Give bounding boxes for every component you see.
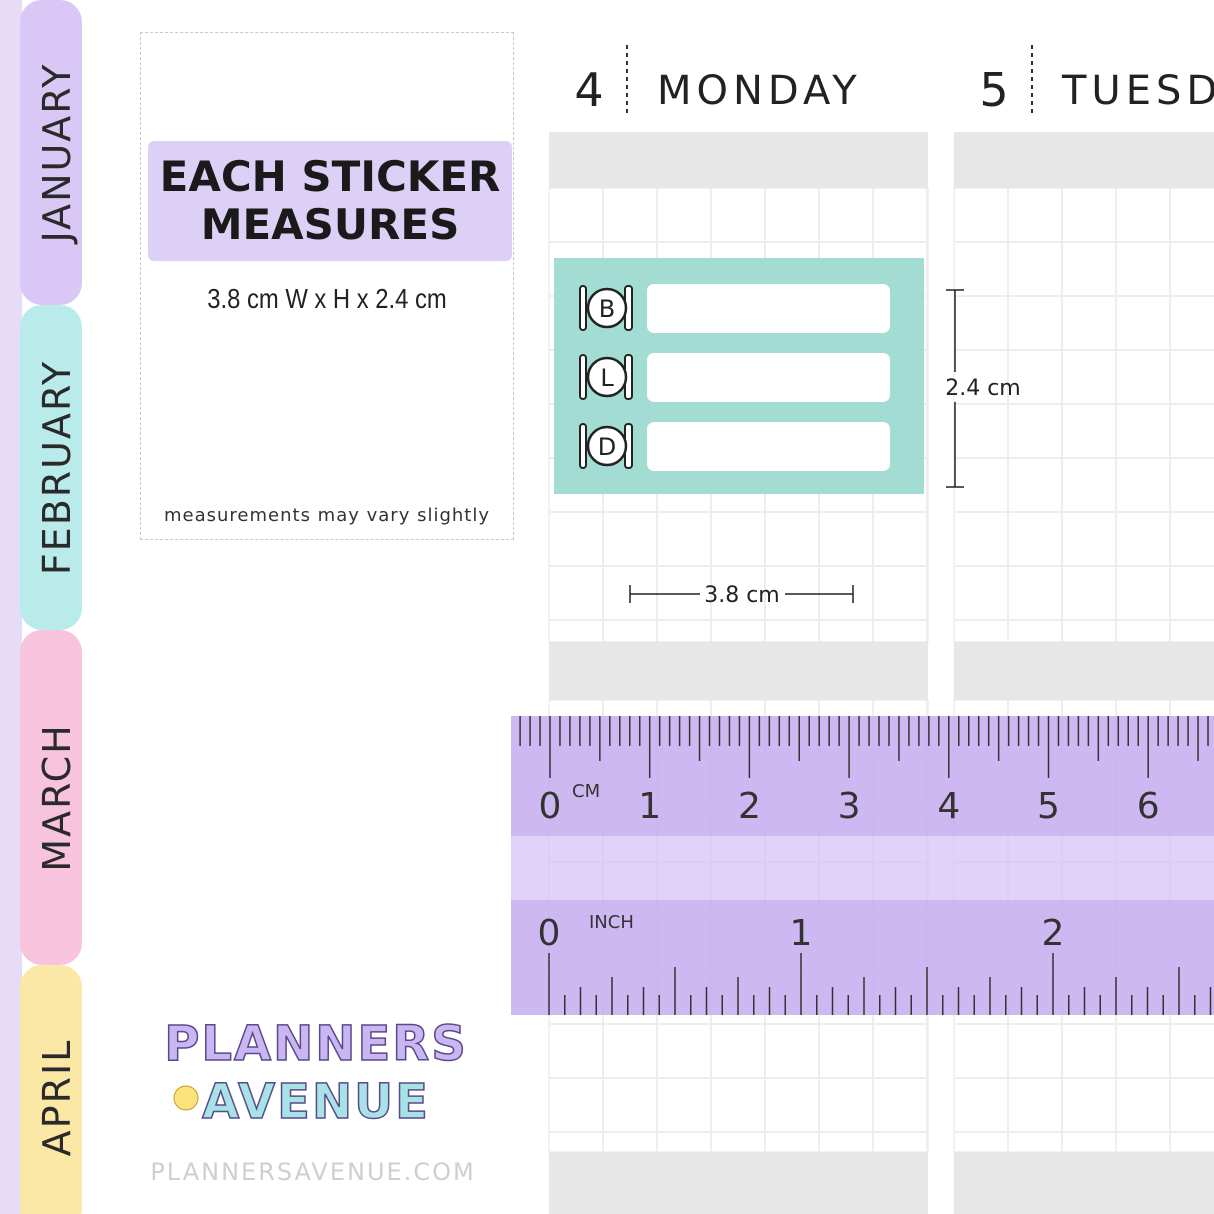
header-band bbox=[954, 1152, 1214, 1214]
header-band bbox=[954, 132, 1214, 188]
cm-label: 4 bbox=[937, 786, 960, 827]
meal-letter: L bbox=[600, 364, 614, 392]
plate bbox=[586, 425, 628, 467]
tab bbox=[20, 305, 82, 630]
meal-letter: B bbox=[599, 295, 615, 323]
header-band bbox=[549, 132, 928, 188]
write-field bbox=[647, 353, 890, 402]
width-label: 3.8 cm bbox=[704, 583, 780, 608]
cm-label: 3 bbox=[838, 786, 861, 827]
tab-label: APRIL bbox=[35, 1039, 79, 1157]
tab bbox=[20, 630, 82, 965]
info-size: 3.8 cm W x H x 2.4 cm bbox=[207, 283, 447, 314]
planner: 4 MONDAY 5 TUESD bbox=[548, 45, 1214, 1214]
inch-label: 0 bbox=[538, 913, 561, 954]
write-field bbox=[647, 284, 890, 333]
tab-label: MARCH bbox=[35, 723, 79, 871]
day-number: 5 bbox=[979, 63, 1008, 117]
sticker: B L D 2.4 cm 3.8 cm bbox=[554, 258, 1021, 608]
tab bbox=[20, 0, 82, 305]
height-label: 2.4 cm bbox=[945, 376, 1021, 401]
inch-label: 1 bbox=[790, 913, 813, 954]
tab bbox=[20, 965, 82, 1214]
fork bbox=[579, 354, 587, 400]
logo-line1: PLANNERS bbox=[164, 1016, 468, 1072]
write-field bbox=[647, 422, 890, 471]
cm-label: 0 bbox=[539, 786, 562, 827]
day-number: 4 bbox=[574, 63, 603, 117]
logo-url: PLANNERSAVENUE.COM bbox=[150, 1158, 475, 1186]
month-tabs: JANUARY FEBRUARY MARCH APRIL bbox=[20, 0, 82, 1214]
meal-letter: D bbox=[598, 433, 616, 461]
ruler: 0 1 2 3 4 5 6 CM 0 1 2 INCH bbox=[511, 716, 1214, 1015]
plate bbox=[586, 287, 628, 329]
ruler-mid-band bbox=[511, 836, 1214, 900]
cm-label: 1 bbox=[638, 786, 661, 827]
edge-strip bbox=[0, 0, 22, 1214]
cm-label: 2 bbox=[738, 786, 761, 827]
info-box: EACH STICKER MEASURES 3.8 cm W x H x 2.4… bbox=[140, 32, 514, 540]
tab-label: JANUARY bbox=[35, 63, 79, 245]
info-title: EACH STICKER MEASURES bbox=[148, 141, 512, 261]
fork bbox=[579, 285, 587, 331]
logo-line2: AVENUE bbox=[202, 1074, 430, 1130]
ruler-cm-band bbox=[511, 716, 1214, 836]
inch-label: 2 bbox=[1042, 913, 1065, 954]
header-band bbox=[549, 1152, 928, 1214]
info-note: measurements may vary slightly bbox=[164, 505, 490, 526]
cm-unit: CM bbox=[572, 781, 600, 802]
day-name: MONDAY bbox=[657, 68, 862, 114]
header-band bbox=[549, 642, 928, 700]
fork bbox=[579, 423, 587, 469]
logo-sun bbox=[173, 1085, 199, 1111]
tab-label: FEBRUARY bbox=[35, 360, 79, 575]
header-band bbox=[954, 642, 1214, 700]
cm-label: 5 bbox=[1037, 786, 1060, 827]
grid-area bbox=[953, 187, 1214, 643]
plate bbox=[586, 356, 628, 398]
logo: PLANNERS AVENUE PLANNERSAVENUE.COM bbox=[150, 1015, 475, 1186]
cm-label: 6 bbox=[1137, 786, 1160, 827]
day-name: TUESD bbox=[1061, 68, 1214, 114]
inch-unit: INCH bbox=[589, 912, 634, 933]
